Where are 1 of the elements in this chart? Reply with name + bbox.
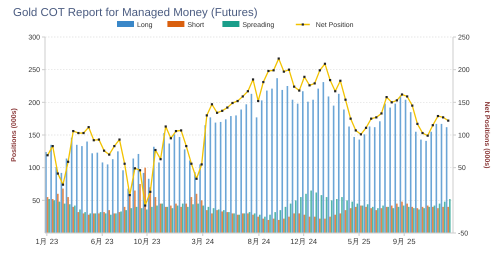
chart-title: Gold COT Report for Managed Money (Futures) [13, 7, 258, 19]
